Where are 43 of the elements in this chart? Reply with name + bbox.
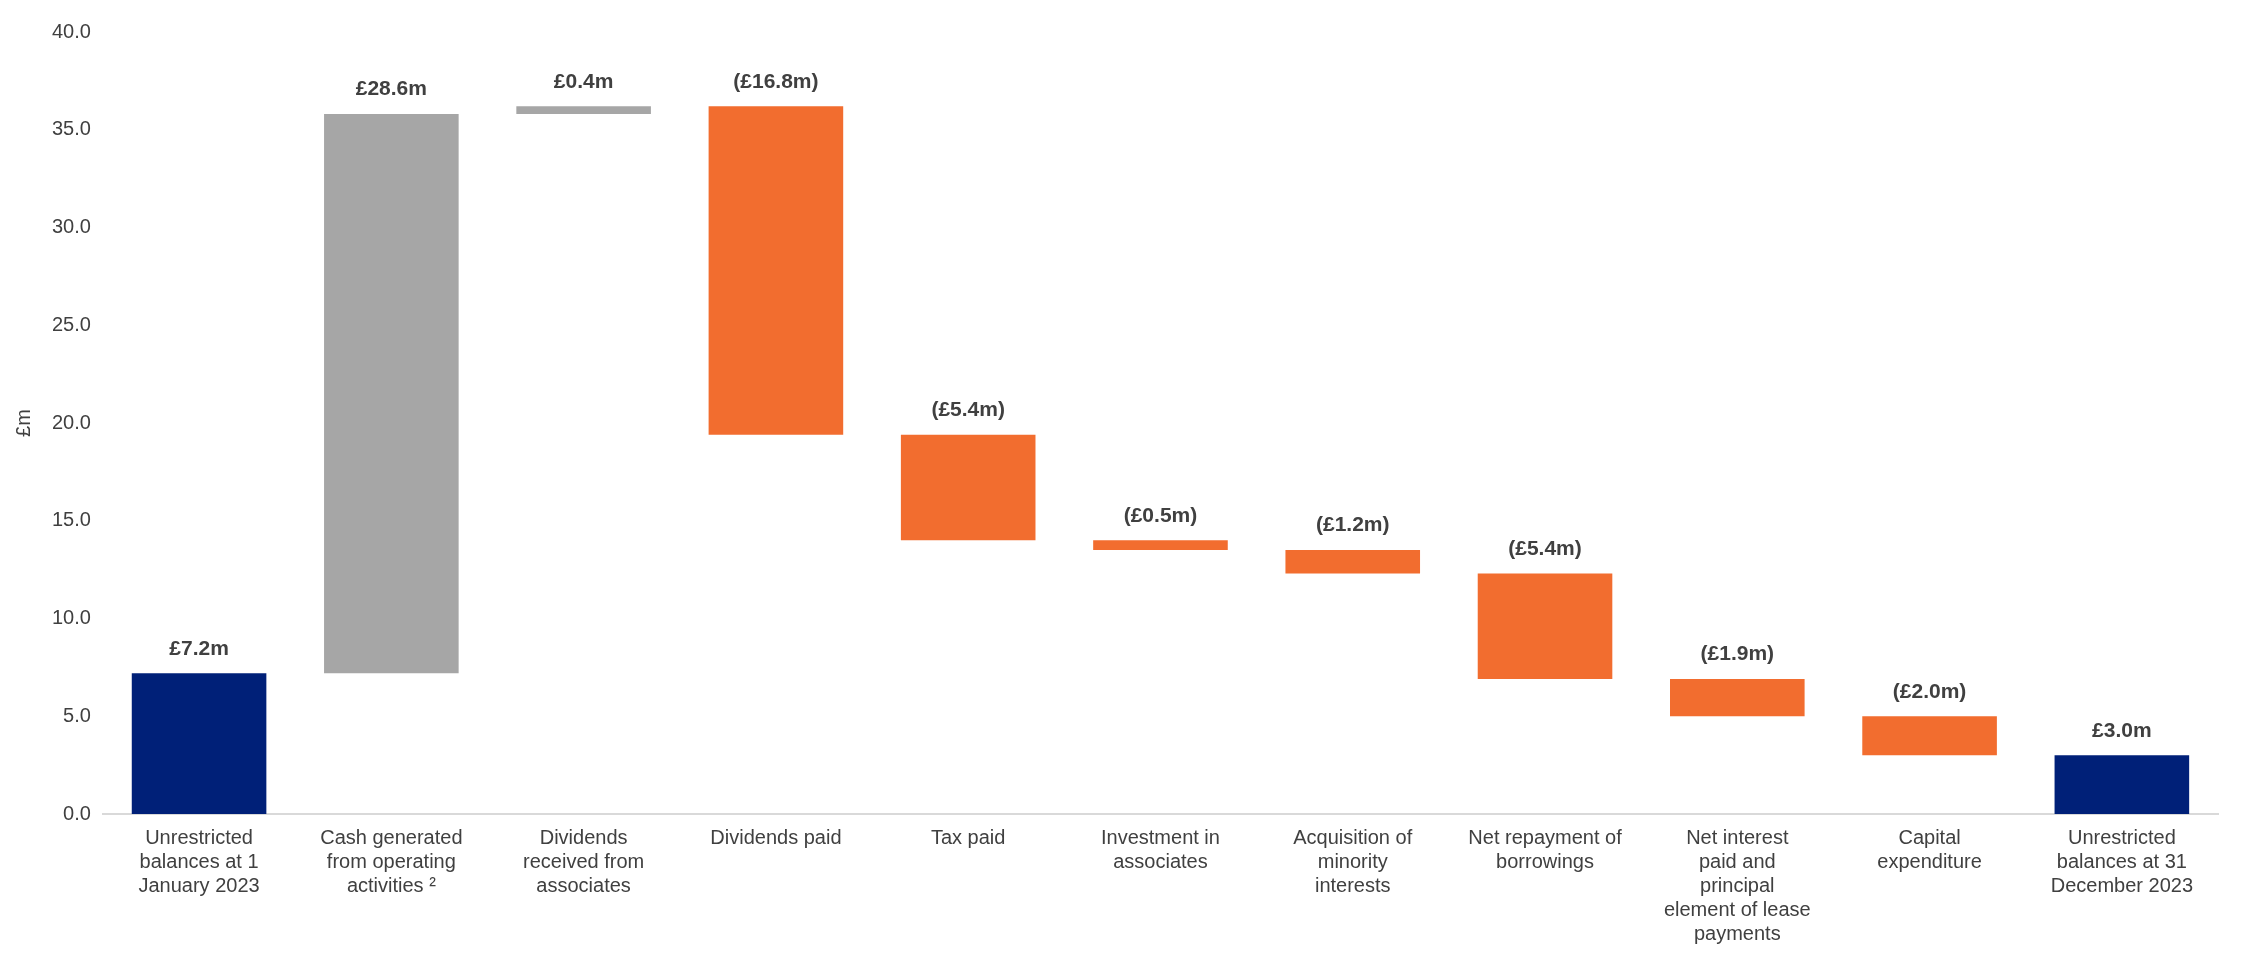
y-tick-label: 40.0: [51, 19, 91, 42]
data-label: £0.4m: [553, 68, 614, 92]
data-label: (£5.4m): [931, 397, 1005, 421]
data-label: (£16.8m): [733, 68, 819, 92]
bar: [1093, 540, 1228, 551]
bar: [2054, 755, 2190, 814]
y-tick-label: 0.0: [63, 801, 91, 824]
x-tick-label: Unrestricted balances at 1 January 2023: [138, 825, 260, 896]
bar: [1862, 716, 1997, 756]
y-tick-label: 20.0: [51, 410, 91, 433]
bar: [1670, 679, 1805, 717]
x-tick-label: Investment in associates: [1100, 825, 1220, 872]
data-label: (£2.0m): [1892, 678, 1967, 702]
data-label: £3.0m: [2092, 717, 2152, 741]
bar: [516, 106, 651, 115]
y-axis-title: £m: [11, 409, 34, 437]
data-label: (£0.5m): [1123, 502, 1198, 526]
y-tick-label: 15.0: [51, 508, 91, 531]
data-label: (£5.4m): [1508, 535, 1582, 559]
x-tick-label: Net repayment of borrowings: [1468, 825, 1623, 872]
data-label: £7.2m: [169, 635, 229, 659]
bar: [324, 114, 459, 674]
bar: [1477, 573, 1613, 680]
data-label: (£1.2m): [1315, 512, 1390, 536]
bar: [900, 434, 1036, 541]
x-tick-label: Net interest paid and principal element of lease payments: [1663, 825, 1811, 944]
x-tick-label: Acquisition of minority interests: [1293, 825, 1413, 896]
bar: [708, 106, 844, 435]
y-tick-label: 10.0: [51, 606, 91, 629]
data-label: (£1.9m): [1700, 641, 1775, 665]
x-tick-label: Dividends paid: [710, 825, 842, 848]
x-tick-label: Capital expenditure: [1877, 825, 1982, 872]
x-tick-label: Unrestricted balances at 31 December 2023: [2050, 825, 2194, 896]
bar: [1285, 550, 1421, 574]
y-tick-label: 25.0: [51, 312, 91, 335]
y-tick-label: 5.0: [63, 703, 91, 726]
bar: [131, 673, 267, 814]
y-tick-label: 35.0: [51, 117, 91, 140]
x-tick-label: Cash generated from operating activities ²: [320, 825, 463, 896]
y-tick-label: 30.0: [51, 215, 91, 238]
x-tick-label: Tax paid: [930, 825, 1006, 848]
x-tick-label: Dividends received from associates: [523, 825, 645, 896]
data-label: £28.6m: [355, 76, 427, 100]
